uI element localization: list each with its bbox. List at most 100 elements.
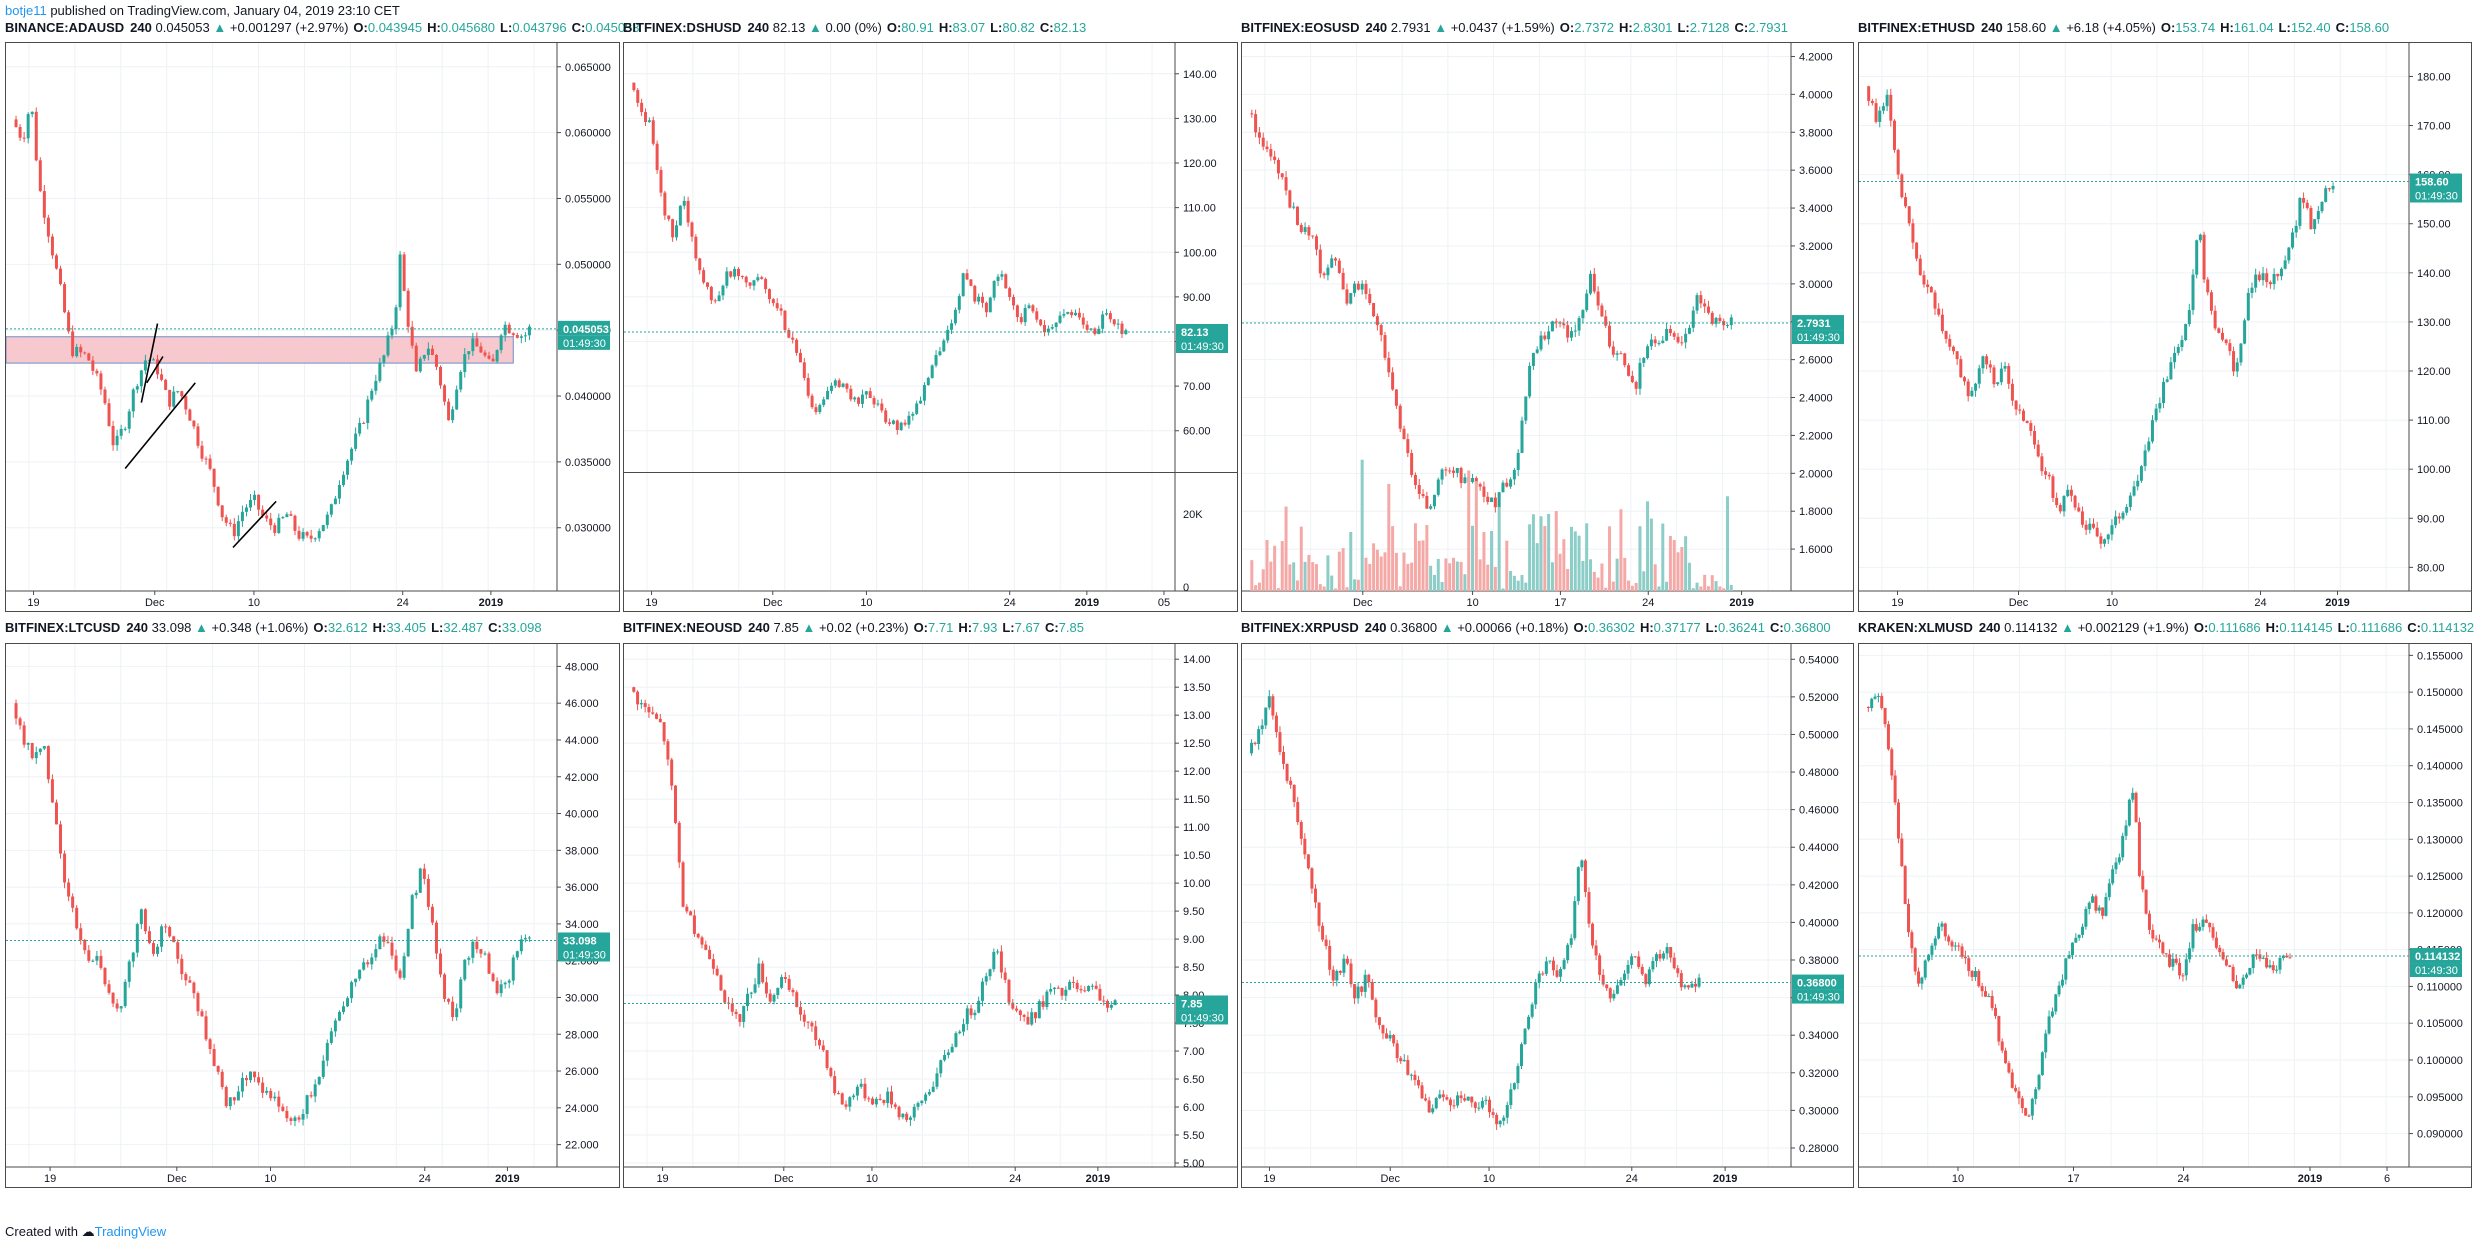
- chart-svg[interactable]: 0.155000 0.150000 0.145000 0.140000 0.135000…: [1859, 644, 2473, 1187]
- symbol-label[interactable]: BINANCE:ADAUSD: [5, 20, 125, 35]
- candle-body: [475, 338, 479, 347]
- symbol-label[interactable]: BITFINEX:LTCUSD: [5, 620, 121, 635]
- candle-body: [103, 389, 107, 404]
- symbol-label[interactable]: BITFINEX:NEOUSD: [623, 620, 743, 635]
- chart-panel-xrpusd[interactable]: 0.54000 0.52000 0.50000 0.48000 0.46000 0.440…: [1241, 643, 1855, 1188]
- volume-bar: [1630, 585, 1634, 591]
- chart-panel-ethusd[interactable]: 180.00170.00160.00150.00140.00130.00120.…: [1858, 42, 2473, 612]
- candle-body: [2258, 954, 2262, 959]
- candle-body: [708, 949, 712, 960]
- y-tick-label: 0.30000: [1799, 1105, 1839, 1117]
- candle-body: [1474, 477, 1478, 485]
- author-link[interactable]: botje11: [5, 3, 47, 18]
- candle-body: [2077, 934, 2081, 938]
- symbol-label[interactable]: BITFINEX:EOSUSD: [1241, 20, 1360, 35]
- volume-bar: [1714, 581, 1718, 591]
- candle-body: [285, 514, 289, 518]
- candle-body: [1466, 1096, 1470, 1101]
- candle-body: [810, 1022, 814, 1027]
- svg-text:0.36800: 0.36800: [1797, 978, 1837, 990]
- tradingview-link[interactable]: TradingView: [94, 1224, 167, 1239]
- close-value: 33.098: [501, 620, 542, 635]
- chart-legend: BINANCE:ADAUSD 240 0.045053 ▲ +0.001297 (…: [5, 20, 640, 36]
- candles: [1250, 690, 1701, 1130]
- candle-body: [1471, 477, 1475, 483]
- y-tick-label: 4.0000: [1799, 89, 1833, 101]
- candle-body: [410, 326, 414, 346]
- candle-body: [1999, 368, 2003, 383]
- open-key: O:: [1573, 620, 1588, 635]
- candle-body: [147, 931, 151, 944]
- candle-body: [776, 987, 780, 996]
- candle-body: [895, 420, 899, 430]
- svg-text:01:49:30: 01:49:30: [563, 949, 606, 961]
- candle-body: [2092, 523, 2096, 528]
- candle-body: [1058, 315, 1062, 323]
- candle-body: [2162, 381, 2166, 404]
- chart-svg[interactable]: 0.0650000.0600000.0550000.0500000.045000…: [5, 43, 621, 611]
- symbol-label[interactable]: BITFINEX:XRPUSD: [1241, 620, 1359, 635]
- candle-body: [1543, 335, 1547, 340]
- candle-body: [1478, 484, 1482, 487]
- candle-body: [1550, 321, 1554, 332]
- candle-body: [1491, 1112, 1495, 1115]
- chart-svg[interactable]: 140.00130.00120.00110.00100.0090.0080.00…: [624, 43, 1239, 611]
- candle-body: [439, 953, 443, 975]
- candle-body: [700, 937, 704, 945]
- chart-panel-ltcusd[interactable]: 48.000 46.000 44.000 42.000 40.000 38.000 36.0…: [5, 643, 621, 1188]
- candle-body: [1050, 327, 1054, 329]
- candle-body: [1269, 149, 1273, 157]
- candle-body: [103, 967, 107, 985]
- candle-body: [2174, 958, 2178, 963]
- candle-body: [1363, 974, 1367, 992]
- candle-body: [825, 1050, 829, 1069]
- low-key: L:: [2278, 20, 2291, 35]
- chart-panel-xlmusd[interactable]: 0.155000 0.150000 0.145000 0.140000 0.135000…: [1858, 643, 2473, 1188]
- candle-body: [2320, 201, 2324, 212]
- volume-bar: [1547, 513, 1551, 591]
- candle-body: [382, 936, 386, 942]
- candle-body: [1342, 958, 1346, 973]
- volume-bar: [1710, 575, 1714, 591]
- chart-panel-dshusd[interactable]: 140.00130.00120.00110.00100.0090.0080.00…: [623, 42, 1239, 612]
- chart-panel-eosusd[interactable]: 4.2000 4.0000 3.8000 3.6000 3.4000 3.2000 3.00…: [1241, 42, 1855, 612]
- candle-body: [2171, 958, 2175, 967]
- candle-body: [876, 403, 880, 405]
- last-price: 7.85: [773, 620, 799, 635]
- chart-svg[interactable]: 4.2000 4.0000 3.8000 3.6000 3.4000 3.2000 3.00…: [1242, 43, 1855, 611]
- y-tick-label: 0.32000: [1799, 1068, 1839, 1080]
- chart-panel-adausd[interactable]: 0.0650000.0600000.0550000.0500000.045000…: [5, 42, 621, 612]
- candle-body: [495, 980, 499, 994]
- candle-body: [2121, 835, 2125, 858]
- candle-body: [107, 403, 111, 426]
- candle-body: [499, 984, 503, 994]
- candle-body: [1535, 349, 1539, 353]
- candle-body: [682, 200, 686, 206]
- candle-body: [860, 394, 864, 404]
- candle-body: [414, 345, 418, 372]
- candle-body: [1498, 1120, 1502, 1125]
- candle-body: [1456, 1095, 1460, 1106]
- y-tick-label: 180.00: [2417, 71, 2451, 83]
- chart-svg[interactable]: 14.00 13.50 13.00 12.50 12.00 11.50 11.00 10.50…: [624, 644, 1239, 1187]
- x-tick-label: Dec: [167, 1173, 187, 1185]
- chart-svg[interactable]: 180.00170.00160.00150.00140.00130.00120.…: [1859, 43, 2473, 611]
- candle-body: [2080, 511, 2084, 525]
- candle-body: [1987, 996, 1991, 998]
- symbol-label[interactable]: BITFINEX:ETHUSD: [1858, 20, 1975, 35]
- chart-panel-neousd[interactable]: 14.00 13.50 13.00 12.50 12.00 11.50 11.00 10.50…: [623, 643, 1239, 1188]
- candle-body: [1662, 953, 1666, 959]
- volume-bar: [1539, 516, 1543, 591]
- candle-body: [1676, 336, 1680, 343]
- trend-lines[interactable]: [124, 323, 277, 549]
- candle-body: [2272, 273, 2276, 285]
- candle-body: [216, 1065, 220, 1072]
- y-tick-label: 36.000: [565, 882, 599, 894]
- volume-bar: [1691, 588, 1695, 591]
- symbol-label[interactable]: BITFINEX:DSHUSD: [623, 20, 742, 35]
- candle-body: [337, 485, 341, 499]
- chart-svg[interactable]: 0.54000 0.52000 0.50000 0.48000 0.46000 0.440…: [1242, 644, 1855, 1187]
- candle-body: [370, 390, 374, 400]
- chart-svg[interactable]: 48.000 46.000 44.000 42.000 40.000 38.000 36.0…: [6, 644, 621, 1187]
- symbol-label[interactable]: KRAKEN:XLMUSD: [1858, 620, 1973, 635]
